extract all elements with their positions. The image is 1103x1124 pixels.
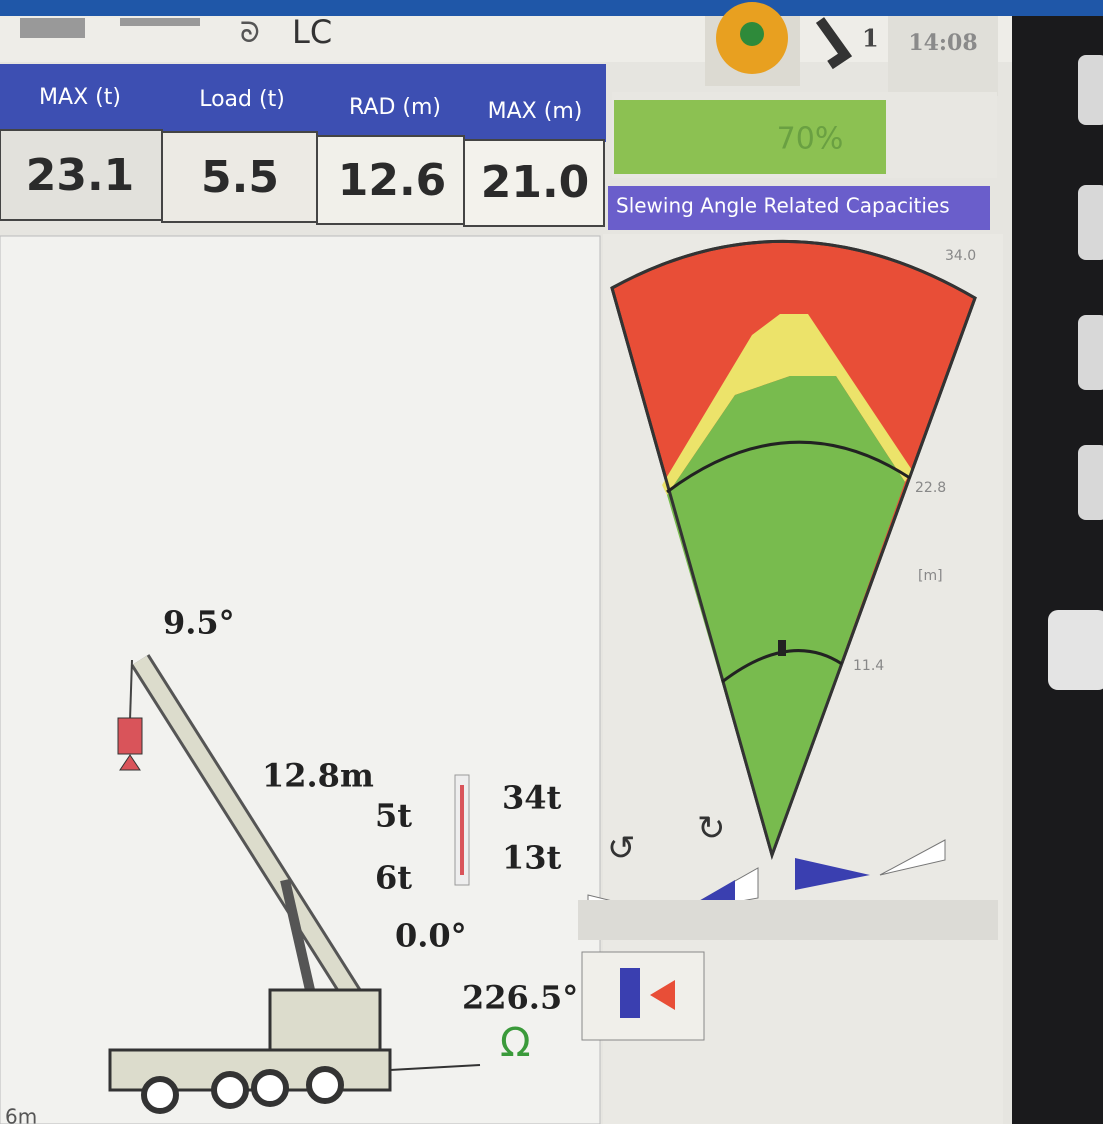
table-value: 21.0 <box>481 157 590 208</box>
side-button[interactable] <box>1078 55 1103 125</box>
exit-button[interactable] <box>582 952 704 1040</box>
rotate-right-icon[interactable]: ↻ <box>697 809 726 849</box>
rotate-left-icon[interactable]: ↺ <box>607 829 636 869</box>
load-gauge-fill <box>460 785 464 875</box>
crane-marker <box>778 640 786 656</box>
wheel <box>309 1069 341 1101</box>
top-strip <box>0 0 1103 16</box>
slew-icon <box>740 22 764 46</box>
page: {"top_bar": {"mode": "LC", "reeving": "1… <box>0 0 1103 1124</box>
superstructure <box>270 990 380 1050</box>
utilization-bar <box>614 100 886 174</box>
screen-photo: ᘐ LC 1 14:08 MAX (t) Load (t) RAD (m) MA… <box>0 0 1103 1124</box>
mode-label: LC <box>292 13 332 51</box>
table-header-label: MAX (m) <box>488 99 583 124</box>
utilization-label: 70% <box>777 122 844 157</box>
clock-box <box>888 16 998 96</box>
table-value: 23.1 <box>26 150 135 201</box>
counterweight-label: 5t <box>375 797 412 835</box>
slew-angle: 226.5° <box>462 979 578 1017</box>
exit-icon <box>620 968 640 1018</box>
table-header-label: RAD (m) <box>349 95 441 120</box>
table-value: 5.5 <box>201 152 279 203</box>
outrigger-load: 13t <box>502 839 562 877</box>
side-button[interactable] <box>1078 185 1103 260</box>
table-header-label: Load (t) <box>199 87 285 112</box>
icon <box>20 18 85 38</box>
side-button[interactable] <box>1078 315 1103 390</box>
wheel <box>144 1079 176 1111</box>
clock: 14:08 <box>908 30 977 56</box>
scale-label: 6m <box>5 1105 37 1124</box>
radius-unit: [m] <box>918 568 943 584</box>
wheel <box>214 1074 246 1106</box>
counterweight-label: 6t <box>375 859 412 897</box>
radius-label: 11.4 <box>853 658 884 674</box>
boom-angle: 9.5° <box>163 604 235 642</box>
side-button[interactable] <box>1048 610 1103 690</box>
tilt-angle: 0.0° <box>395 917 467 955</box>
wheel <box>254 1072 286 1104</box>
icon: ᘐ <box>240 16 260 49</box>
table-header-label: MAX (t) <box>39 85 121 110</box>
side-button[interactable] <box>1078 445 1103 520</box>
hook-block <box>118 718 142 754</box>
slewing-title: Slewing Angle Related Capacities <box>616 194 950 218</box>
icon <box>120 18 200 26</box>
radius-label: 34.0 <box>945 248 976 264</box>
slew-icon: Ω <box>500 1020 531 1066</box>
radius-label: 22.8 <box>915 480 946 496</box>
panel-divider <box>578 900 998 940</box>
table-value: 12.6 <box>338 155 447 206</box>
outrigger-load: 34t <box>502 779 562 817</box>
boom-length: 12.8m <box>262 757 374 795</box>
reeving-label: 1 <box>862 24 879 53</box>
